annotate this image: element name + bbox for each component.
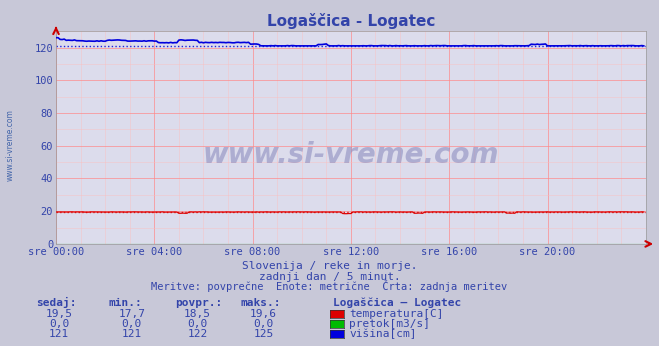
Text: 121: 121: [122, 329, 142, 339]
Text: Logaščica – Logatec: Logaščica – Logatec: [333, 298, 461, 308]
Text: pretok[m3/s]: pretok[m3/s]: [349, 319, 430, 329]
Text: 18,5: 18,5: [185, 309, 211, 319]
Text: 121: 121: [49, 329, 69, 339]
Text: 0,0: 0,0: [49, 319, 69, 329]
Text: maks.:: maks.:: [241, 298, 281, 308]
Text: temperatura[C]: temperatura[C]: [349, 309, 444, 319]
Text: zadnji dan / 5 minut.: zadnji dan / 5 minut.: [258, 272, 401, 282]
Text: 125: 125: [254, 329, 273, 339]
Text: Meritve: povprečne  Enote: metrične  Črta: zadnja meritev: Meritve: povprečne Enote: metrične Črta:…: [152, 280, 507, 292]
Title: Logaščica - Logatec: Logaščica - Logatec: [267, 12, 435, 29]
Text: min.:: min.:: [109, 298, 142, 308]
Text: 17,7: 17,7: [119, 309, 145, 319]
Text: povpr.:: povpr.:: [175, 298, 222, 308]
Text: www.si-vreme.com: www.si-vreme.com: [5, 109, 14, 181]
Text: 0,0: 0,0: [188, 319, 208, 329]
Text: 19,5: 19,5: [46, 309, 72, 319]
Text: Slovenija / reke in morje.: Slovenija / reke in morje.: [242, 261, 417, 271]
Text: 122: 122: [188, 329, 208, 339]
Text: višina[cm]: višina[cm]: [349, 329, 416, 339]
Text: 0,0: 0,0: [122, 319, 142, 329]
Text: sedaj:: sedaj:: [36, 297, 76, 308]
Text: www.si-vreme.com: www.si-vreme.com: [203, 140, 499, 169]
Text: 19,6: 19,6: [250, 309, 277, 319]
Text: 0,0: 0,0: [254, 319, 273, 329]
